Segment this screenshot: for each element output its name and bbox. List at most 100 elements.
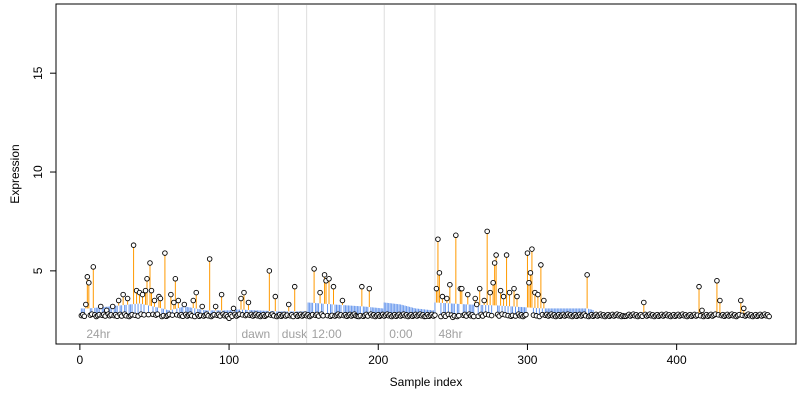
data-point bbox=[484, 228, 490, 235]
data-point bbox=[447, 281, 453, 288]
data-point bbox=[339, 297, 346, 304]
data-point bbox=[141, 312, 147, 318]
data-point bbox=[514, 293, 520, 300]
data-point bbox=[435, 236, 441, 242]
data-point bbox=[148, 287, 155, 294]
data-point bbox=[714, 277, 720, 284]
data-point bbox=[696, 283, 702, 290]
data-point bbox=[488, 312, 495, 319]
data-point bbox=[511, 285, 517, 292]
y-tick-label: 10 bbox=[31, 165, 45, 179]
data-point bbox=[230, 305, 237, 312]
data-point bbox=[212, 303, 219, 310]
data-point bbox=[321, 272, 328, 278]
data-point bbox=[584, 272, 590, 278]
data-point bbox=[541, 297, 547, 304]
data-point bbox=[493, 252, 499, 258]
data-point bbox=[120, 291, 126, 298]
data-point bbox=[481, 297, 487, 304]
data-point bbox=[432, 312, 438, 318]
data-point bbox=[456, 312, 462, 319]
data-point bbox=[527, 270, 534, 276]
condition-label: dusk bbox=[282, 327, 308, 341]
data-point bbox=[98, 303, 104, 310]
data-point bbox=[472, 295, 478, 302]
data-point bbox=[154, 311, 161, 317]
y-tick-label: 5 bbox=[31, 267, 45, 274]
condition-label: 48hr bbox=[438, 327, 462, 341]
x-tick-label: 300 bbox=[517, 353, 537, 367]
data-point bbox=[157, 295, 164, 302]
data-point bbox=[433, 285, 440, 292]
data-point bbox=[470, 313, 477, 320]
data-point bbox=[459, 285, 465, 292]
data-point bbox=[291, 283, 298, 290]
data-point bbox=[175, 297, 182, 304]
data-point bbox=[453, 232, 459, 239]
y-axis-label: Expression bbox=[8, 144, 22, 203]
data-point bbox=[83, 301, 89, 308]
condition-dividers bbox=[236, 5, 436, 343]
data-point bbox=[139, 291, 146, 298]
data-point bbox=[320, 313, 326, 319]
data-point bbox=[487, 289, 493, 296]
data-point bbox=[86, 279, 92, 286]
data-points bbox=[78, 228, 772, 322]
data-point bbox=[272, 293, 279, 300]
data-point bbox=[124, 295, 131, 302]
data-point bbox=[206, 256, 213, 262]
x-tick-label: 100 bbox=[219, 353, 239, 367]
data-point bbox=[169, 312, 176, 318]
data-point bbox=[500, 293, 507, 300]
data-point bbox=[699, 307, 705, 314]
data-point bbox=[444, 295, 450, 302]
data-point bbox=[326, 276, 332, 282]
data-point bbox=[171, 299, 177, 306]
data-point bbox=[741, 305, 747, 312]
data-point bbox=[476, 285, 483, 292]
data-point bbox=[366, 285, 373, 292]
data-point bbox=[199, 303, 205, 310]
data-point bbox=[641, 299, 647, 306]
y-tick-label: 15 bbox=[31, 66, 45, 80]
plot-area-frame bbox=[55, 3, 797, 345]
data-point bbox=[172, 276, 179, 282]
data-point bbox=[538, 262, 544, 268]
condition-labels: 24hr dawn dusk 12:00 0:00 48hr bbox=[86, 327, 462, 341]
data-point bbox=[142, 287, 149, 294]
data-point bbox=[497, 287, 504, 294]
data-point bbox=[145, 311, 152, 318]
data-point bbox=[436, 270, 443, 276]
data-point bbox=[90, 264, 97, 270]
data-point bbox=[162, 250, 168, 256]
data-point bbox=[84, 274, 91, 280]
data-point bbox=[144, 276, 150, 282]
condition-label: 12:00 bbox=[312, 327, 342, 341]
data-point bbox=[359, 283, 365, 290]
condition-label: 24hr bbox=[86, 327, 110, 341]
data-point bbox=[168, 291, 174, 298]
y-axis: 5 10 15 bbox=[31, 66, 57, 274]
x-axis-label: Sample index bbox=[390, 375, 463, 389]
data-point bbox=[529, 246, 535, 252]
data-point bbox=[81, 313, 88, 320]
data-point bbox=[109, 303, 116, 310]
data-point bbox=[266, 268, 273, 274]
data-point bbox=[238, 295, 244, 302]
data-point bbox=[526, 279, 532, 286]
x-tick-label: 400 bbox=[667, 353, 687, 367]
data-point bbox=[190, 297, 197, 304]
data-point bbox=[245, 299, 252, 306]
data-point bbox=[241, 289, 247, 296]
data-point bbox=[717, 297, 723, 304]
data-point bbox=[766, 313, 772, 320]
data-point bbox=[491, 260, 498, 266]
condition-label: 0:00 bbox=[389, 327, 413, 341]
data-point bbox=[181, 301, 188, 308]
data-point bbox=[503, 252, 510, 258]
x-axis: 0 100 200 300 400 bbox=[77, 343, 687, 367]
data-point bbox=[506, 289, 513, 296]
data-point bbox=[738, 297, 744, 304]
